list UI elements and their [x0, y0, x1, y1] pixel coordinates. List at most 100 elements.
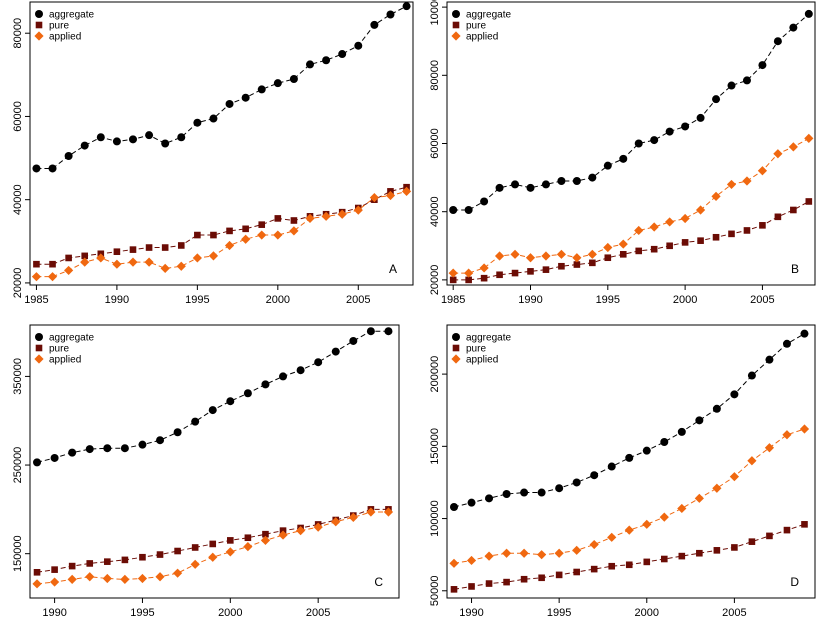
- data-point-applied: [366, 507, 376, 517]
- data-point-applied: [537, 550, 547, 560]
- data-point-pure: [643, 558, 651, 566]
- data-point-pure: [465, 276, 472, 284]
- data-point-pure: [573, 568, 580, 576]
- data-point-aggregate: [712, 404, 721, 413]
- data-point-applied: [155, 572, 165, 582]
- data-point-pure: [660, 555, 668, 563]
- data-point-applied: [241, 234, 251, 244]
- data-point-aggregate: [485, 494, 494, 503]
- data-point-aggregate: [177, 133, 186, 142]
- data-point-applied: [726, 179, 737, 190]
- legend-marker-pure: [452, 344, 460, 352]
- data-point-pure: [573, 261, 581, 268]
- data-point-pure: [589, 259, 596, 267]
- data-point-aggregate: [650, 136, 659, 145]
- data-point-aggregate: [765, 355, 774, 364]
- y-tick-label: 150000: [429, 428, 441, 465]
- data-point-aggregate: [279, 372, 288, 381]
- data-point-applied: [190, 559, 200, 569]
- data-point-applied: [464, 268, 474, 278]
- data-point-aggregate: [449, 205, 458, 214]
- data-point-pure: [527, 268, 534, 275]
- data-point-aggregate: [773, 37, 782, 46]
- data-point-pure: [177, 242, 185, 249]
- data-point-applied: [273, 230, 283, 240]
- data-point-applied: [257, 230, 267, 240]
- data-point-pure: [619, 251, 627, 258]
- data-point-applied: [401, 186, 412, 196]
- data-point-aggregate: [306, 60, 315, 69]
- y-tick-label: 200000: [429, 356, 441, 393]
- data-point-applied: [484, 551, 494, 561]
- legend-marker-pure: [35, 344, 43, 352]
- data-point-applied: [494, 251, 505, 261]
- x-tick-label: 2005: [346, 294, 370, 306]
- data-point-applied: [649, 222, 659, 232]
- data-point-applied: [348, 512, 358, 522]
- x-tick-label: 2005: [306, 607, 330, 619]
- panel-d: 1990 1995 2000 2005 50000 100000 150000 200000 a…: [429, 324, 816, 619]
- y-tick-label: 20000: [429, 265, 441, 296]
- x-tick-label: 2000: [673, 294, 697, 306]
- data-point-applied: [603, 242, 613, 253]
- series-pure: [449, 198, 813, 284]
- data-point-pure: [743, 227, 751, 234]
- legend-marker-aggregate: [452, 333, 460, 341]
- data-point-aggregate: [191, 417, 200, 426]
- data-point-pure: [666, 242, 673, 250]
- data-point-applied: [541, 251, 551, 261]
- data-point-applied: [659, 512, 669, 522]
- x-tick-label: 1990: [459, 607, 483, 619]
- y-tick-label: 40000: [429, 196, 441, 227]
- plot-frame: [29, 1, 414, 286]
- data-point-aggregate: [480, 197, 489, 206]
- data-point-applied: [466, 555, 477, 566]
- x-tick-label: 1995: [185, 294, 209, 306]
- panel-label: B: [791, 262, 799, 276]
- data-point-applied: [642, 519, 652, 529]
- legend-marker-applied: [34, 31, 44, 41]
- data-point-aggregate: [120, 444, 129, 453]
- x-tick-label: 2000: [218, 607, 242, 619]
- data-point-aggregate: [572, 478, 581, 487]
- series-applied: [449, 424, 810, 568]
- series-line-applied: [36, 190, 407, 278]
- data-point-applied: [64, 265, 74, 276]
- data-point-pure: [49, 260, 56, 268]
- data-point-applied: [788, 142, 798, 152]
- data-point-applied: [224, 240, 235, 251]
- data-point-pure: [503, 578, 510, 586]
- data-point-applied: [773, 149, 783, 159]
- data-point-aggregate: [572, 177, 581, 186]
- data-point-pure: [33, 568, 41, 576]
- data-point-aggregate: [464, 205, 473, 214]
- x-tick-label: 1990: [105, 294, 129, 306]
- y-tick-label: 350000: [12, 358, 24, 395]
- plot-frame: [29, 324, 400, 599]
- data-point-pure: [538, 574, 545, 582]
- x-tick-label: 2000: [635, 607, 659, 619]
- data-point-aggregate: [747, 371, 756, 380]
- data-point-applied: [321, 211, 331, 221]
- data-point-pure: [226, 227, 233, 235]
- data-point-applied: [383, 507, 394, 517]
- series-applied: [32, 507, 394, 589]
- data-point-applied: [572, 253, 582, 263]
- data-point-applied: [607, 532, 617, 542]
- data-point-pure: [290, 217, 298, 224]
- data-point-pure: [129, 246, 137, 253]
- data-point-pure: [801, 521, 808, 528]
- data-point-aggregate: [156, 436, 165, 445]
- legend-marker-aggregate: [35, 333, 43, 341]
- data-point-pure: [555, 571, 563, 579]
- data-point-aggregate: [660, 438, 669, 446]
- data-point-aggregate: [758, 61, 767, 70]
- legend-marker-applied: [451, 354, 461, 364]
- data-point-aggregate: [555, 484, 564, 493]
- legend-label-pure: pure: [466, 344, 486, 355]
- data-point-aggregate: [68, 448, 77, 457]
- data-point-aggregate: [588, 173, 597, 182]
- legend-label-applied: applied: [49, 32, 81, 43]
- data-point-applied: [31, 272, 42, 282]
